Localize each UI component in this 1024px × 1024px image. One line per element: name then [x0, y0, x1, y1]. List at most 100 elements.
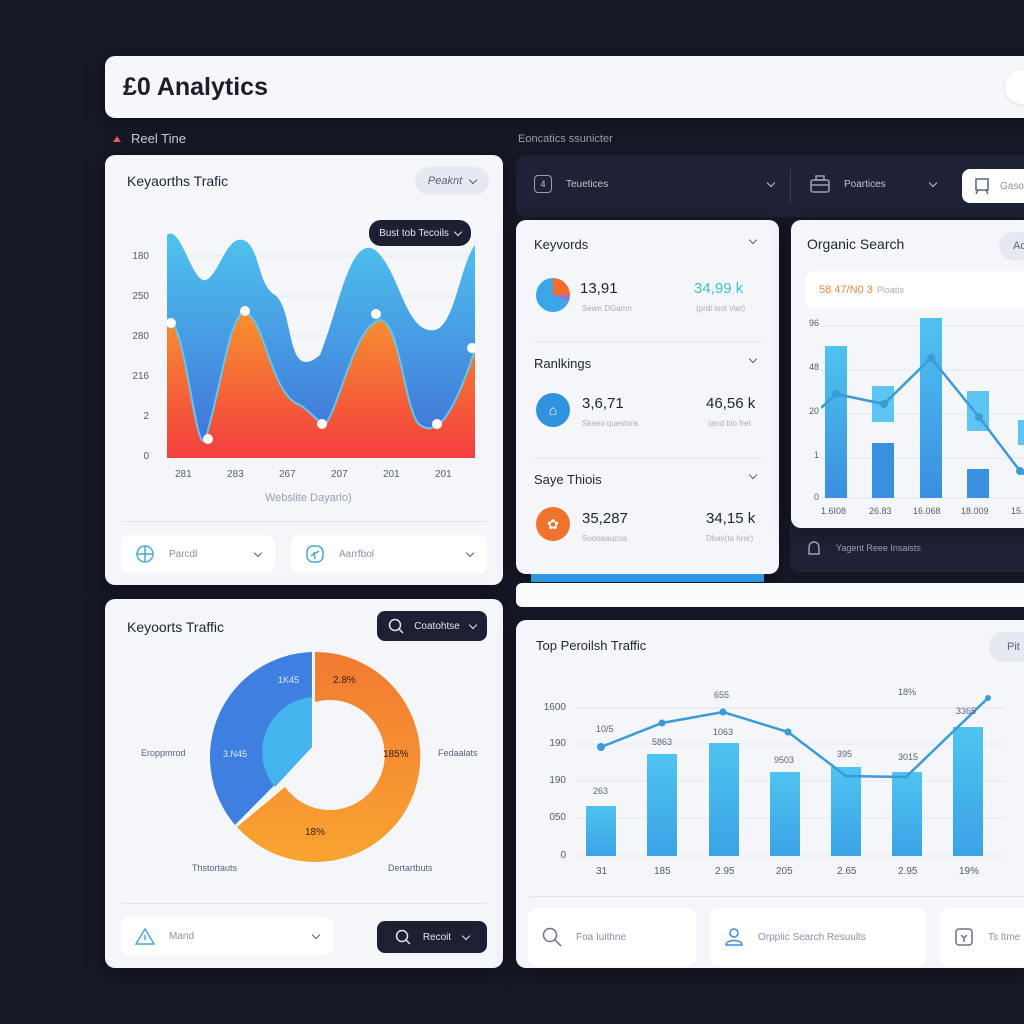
- stat-sublabel: Soooaaucoa: [582, 534, 627, 543]
- bar-label: 1063: [713, 727, 734, 737]
- x-tick: 1.6I08: [821, 506, 847, 516]
- slice-label: 185%: [383, 749, 409, 760]
- slice-label: 18%: [305, 827, 326, 838]
- x-tick: 281: [175, 469, 192, 480]
- card-title: Top Peroilsh Traffic: [536, 638, 647, 653]
- chevron-down-icon[interactable]: [748, 354, 758, 364]
- x-tick: 207: [331, 469, 348, 480]
- divider: [121, 521, 487, 522]
- app-title: £0 Analytics: [123, 73, 268, 101]
- leaf-icon: [306, 545, 324, 563]
- chevron-down-icon: [253, 548, 263, 557]
- toolbar-item-teuetices[interactable]: 4 Teuetices: [534, 175, 776, 193]
- stat-section-title: Keyvords: [534, 237, 589, 252]
- organic-summary: 58 47/N0 3 Ploatis: [805, 271, 1024, 309]
- chevron-down-icon[interactable]: [748, 470, 758, 480]
- x-tick: 205: [776, 866, 793, 877]
- series-dropdown[interactable]: Bust tob Tecoils: [369, 220, 471, 246]
- point-label: 10/5: [596, 724, 614, 734]
- organic-footer-link[interactable]: Yagent Reee Insaists: [806, 540, 921, 556]
- stat-value: 3,6,71: [582, 395, 624, 412]
- keyword-traffic-card: Keyaorths Trafic Peaknt Bust tob Tecoils…: [105, 155, 503, 585]
- progress-strip: [531, 574, 764, 582]
- divider: [530, 896, 1024, 897]
- legend-bottom-right: Dertartbuts: [388, 863, 433, 873]
- y-tick: 0: [560, 850, 566, 861]
- x-tick: 19%: [959, 866, 980, 877]
- card-title: Keyoorts Traffic: [127, 619, 225, 635]
- blank-input-bar[interactable]: [516, 583, 1024, 607]
- stat-section-title: Ranlkings: [534, 356, 592, 371]
- warning-icon: [135, 927, 155, 945]
- footer-link-foa[interactable]: Foa Iuithne: [528, 908, 696, 966]
- y-tick: 180: [132, 251, 149, 262]
- chevron-down-icon: [468, 620, 478, 629]
- easel-icon: [975, 178, 989, 195]
- stat-sublabel: Skeeo questora: [582, 419, 639, 428]
- footer-link-time[interactable]: Ts Itme: [940, 908, 1024, 966]
- y-tick: 0: [143, 451, 149, 462]
- chevron-down-icon[interactable]: [748, 235, 758, 245]
- bar-label: 395: [837, 749, 853, 759]
- slice-label: 2.8%: [333, 675, 356, 686]
- x-tick: 16.068: [913, 506, 941, 516]
- x-tick: 2.95: [715, 866, 735, 877]
- bar-label: 5863: [652, 737, 673, 747]
- card-title: Organic Search: [807, 236, 905, 252]
- realtime-indicator[interactable]: Reel Tine: [113, 131, 186, 146]
- stat-section-title: Saye Thiois: [534, 472, 602, 487]
- y-tick: 190: [549, 738, 566, 749]
- stat-sublabel: (prdi iool Van): [696, 304, 746, 313]
- filter-toolbar: 4 Teuetices Poartices Gasor: [516, 155, 1024, 217]
- point-label: 655: [714, 690, 730, 700]
- donut-search-button[interactable]: Coatohtse: [377, 611, 487, 641]
- donut-chart: [209, 651, 421, 862]
- dropdown-aarrfbol[interactable]: Aarrfbol: [291, 535, 487, 573]
- y-tick: 2: [143, 411, 149, 422]
- user-icon: [725, 928, 743, 946]
- series-dropdown-label: Bust tob Tecoils: [379, 227, 449, 239]
- divider: [790, 169, 791, 203]
- button-label: Coatohtse: [414, 620, 460, 632]
- pill-label: Pit: [1007, 641, 1020, 653]
- button-label: Recoit: [422, 931, 452, 943]
- x-tick: 15.0: [1011, 506, 1024, 516]
- stat-sublabel: Sewn DGamn: [582, 304, 632, 313]
- legend-right: Fedaalats: [438, 748, 478, 758]
- x-axis-label: Webslite Dayarlo): [265, 492, 352, 504]
- divider: [534, 458, 762, 459]
- toolbar-item-poartices[interactable]: Poartices: [810, 175, 938, 193]
- bar-label: 9503: [774, 755, 795, 765]
- card-title: Keyaorths Trafic: [127, 173, 229, 189]
- bell-icon: [808, 541, 820, 555]
- x-tick: 201: [435, 469, 452, 480]
- toolbar-item-gasor[interactable]: Gasor: [962, 169, 1024, 203]
- stats-card: Keyvords 13,91 Sewn DGamn 34,99 k (prdi …: [516, 220, 779, 574]
- section-label: Eoncatics ssunicter: [518, 133, 613, 145]
- chevron-down-icon: [766, 178, 776, 187]
- donut-traffic-card: Keyoorts Traffic Coatohtse 1K45 2.8% 3.N…: [105, 599, 503, 968]
- legend-left: Eroppmrod: [141, 748, 186, 758]
- x-tick: 2.65: [837, 866, 857, 877]
- y-tick: 216: [132, 371, 149, 382]
- footer-link-organic[interactable]: Orpplic Search Resuults: [710, 908, 926, 966]
- dropdown-parcdl[interactable]: Parcdl: [121, 535, 275, 573]
- dropdown-label: Aarrfbol: [339, 548, 375, 560]
- dropdown-mand[interactable]: Mand: [121, 917, 333, 955]
- header-action-button[interactable]: [1005, 70, 1024, 104]
- point-label: 18%: [898, 687, 917, 697]
- result-button[interactable]: Recoit: [377, 921, 487, 953]
- divider: [121, 903, 487, 904]
- chevron-down-icon: [311, 930, 321, 939]
- organic-filter-pill[interactable]: Ac: [999, 232, 1024, 260]
- legend-bottom-left: Thstortauts: [192, 863, 238, 873]
- x-tick: 185: [654, 866, 671, 877]
- period-filter[interactable]: Peaknt: [415, 167, 489, 195]
- house-icon: ⌂: [536, 393, 570, 427]
- top-traffic-pill[interactable]: Pit: [989, 632, 1024, 662]
- organic-search-card: Organic Search Ac 58 47/N0 3 Ploatis 96 …: [791, 220, 1024, 528]
- x-tick: 26.83: [869, 506, 892, 516]
- x-tick: 201: [383, 469, 400, 480]
- slice-label: 3.N45: [223, 749, 248, 759]
- y-tick: 050: [549, 812, 566, 823]
